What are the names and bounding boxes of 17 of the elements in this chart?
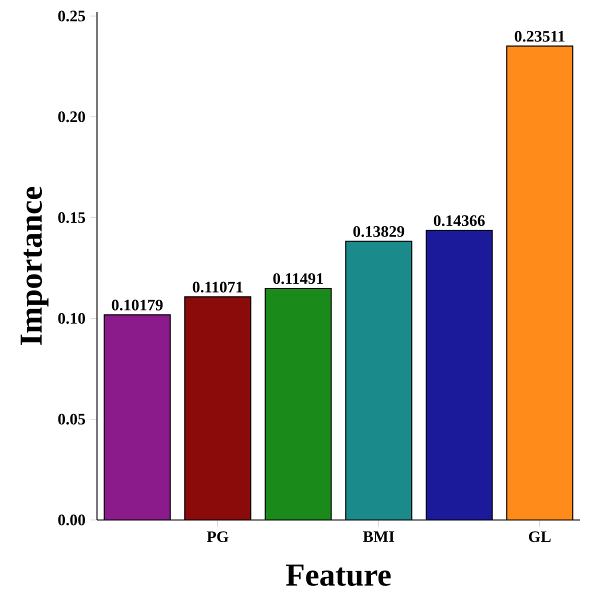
data-label: 0.11491 <box>273 273 323 284</box>
y-axis-title: Importance <box>20 186 48 345</box>
data-label: 0.11071 <box>192 282 242 293</box>
y-tick-label: 0.05 <box>58 414 86 425</box>
data-label: 0.10179 <box>112 300 163 311</box>
x-tick-label: PG <box>206 531 228 542</box>
data-label: 0.13829 <box>353 226 404 237</box>
x-tick-label: BMI <box>363 531 394 542</box>
x-axis-title: Feature <box>286 564 391 586</box>
x-tick-label: GL <box>528 531 551 542</box>
data-label: 0.23511 <box>514 30 564 42</box>
y-tick-label: 0.15 <box>58 212 86 224</box>
y-tick-label: 0.10 <box>58 312 86 324</box>
y-tick-label: 0.25 <box>58 10 86 22</box>
y-tick-label: 0.00 <box>58 514 86 526</box>
y-tick-label: 0.20 <box>58 111 86 122</box>
data-label: 0.14366 <box>434 215 485 226</box>
